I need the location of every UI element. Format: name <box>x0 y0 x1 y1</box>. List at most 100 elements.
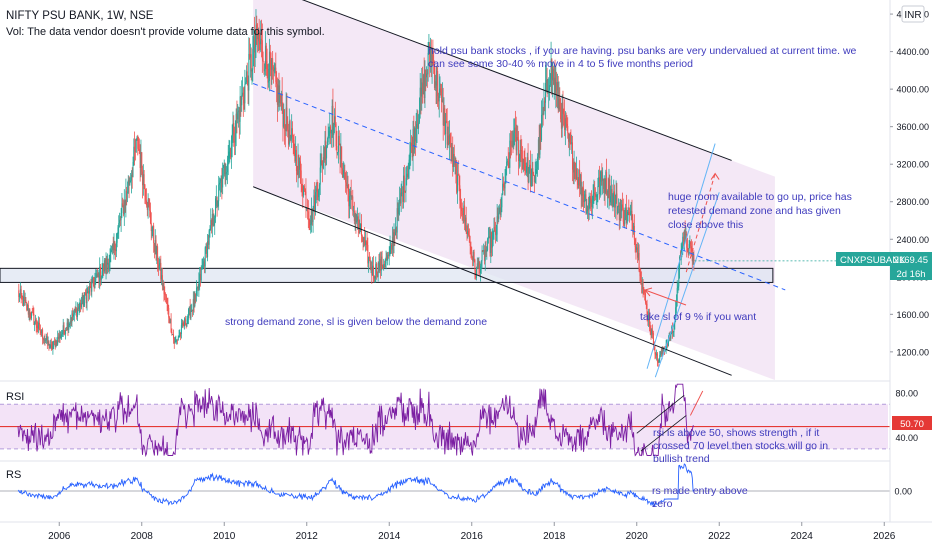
candle-body <box>652 333 654 345</box>
candle-body <box>422 82 424 95</box>
candle-body <box>461 211 463 214</box>
candle-body <box>293 139 295 154</box>
candle-body <box>539 125 541 155</box>
candle-body <box>588 203 590 211</box>
candle-body <box>229 147 231 152</box>
candle-body <box>626 214 628 223</box>
candle-body <box>521 151 523 159</box>
candle-body <box>331 105 333 131</box>
candle-body <box>319 167 321 185</box>
candle-body <box>437 96 439 102</box>
candle-body <box>166 302 168 304</box>
candle-body <box>653 344 655 351</box>
candle-body <box>365 240 367 243</box>
candle-body <box>100 276 102 281</box>
candle-body <box>80 303 82 308</box>
candle-body <box>196 287 198 288</box>
candle-body <box>59 334 61 339</box>
candle-body <box>584 194 586 200</box>
candle-body <box>689 242 691 245</box>
candle-body <box>276 81 278 84</box>
candle-body <box>607 191 609 199</box>
candle-body <box>511 140 513 147</box>
candle-body <box>123 200 125 215</box>
candle-body <box>427 52 429 75</box>
candle-body <box>598 177 600 194</box>
candle-body <box>406 173 408 178</box>
candle-body <box>255 24 257 47</box>
candle-body <box>596 194 598 197</box>
candle-body <box>22 296 24 306</box>
candle-body <box>88 290 90 294</box>
candle-body <box>142 171 144 186</box>
candle-body <box>252 49 254 70</box>
candle-body <box>523 158 525 163</box>
candle-body <box>138 148 140 154</box>
candle-body <box>612 194 614 206</box>
candle-body <box>526 157 528 166</box>
candle-body <box>688 244 690 255</box>
candle-body <box>316 188 318 192</box>
candle-body <box>643 289 645 290</box>
candle-body <box>483 250 485 252</box>
candle-body <box>228 151 230 159</box>
candle-body <box>627 212 629 215</box>
candle-body <box>611 189 613 206</box>
candle-body <box>184 318 186 327</box>
candle-body <box>426 73 428 78</box>
currency-badge[interactable] <box>901 5 925 23</box>
candle-body <box>390 245 392 246</box>
candle-body <box>280 95 282 104</box>
candle-body <box>138 148 140 150</box>
candle-body <box>567 126 569 134</box>
demand-zone-box <box>0 267 774 283</box>
candle-body <box>289 121 291 139</box>
candle-body <box>446 121 448 145</box>
candle-body <box>472 251 474 261</box>
candle-body <box>54 341 56 347</box>
candle-body <box>279 95 281 103</box>
candle-body <box>460 207 462 212</box>
price-tag[interactable] <box>836 252 932 266</box>
candle-body <box>254 46 256 53</box>
candle-body <box>40 331 42 333</box>
year-tick-label: 2018 <box>543 531 566 542</box>
candle-body <box>388 254 390 256</box>
candle-body <box>122 203 124 206</box>
candle-body <box>314 192 316 212</box>
candle-body <box>537 139 539 157</box>
candle-body <box>615 193 617 197</box>
candle-body <box>565 118 567 124</box>
year-tick-label: 2008 <box>131 531 154 542</box>
candle-body <box>42 338 44 340</box>
candle-body <box>682 236 684 246</box>
candle-body <box>157 246 159 265</box>
year-tick-label: 2026 <box>873 531 896 542</box>
candle-body <box>192 309 194 312</box>
candle-body <box>264 69 266 72</box>
candle-body <box>670 333 672 339</box>
candle-body <box>61 334 63 336</box>
rs-tick-label: 0.00 <box>894 487 912 497</box>
candle-body <box>681 245 683 252</box>
candle-body <box>121 203 123 213</box>
candle-body <box>335 124 337 147</box>
candle-body <box>345 182 347 186</box>
candle-body <box>429 44 431 63</box>
candle-body <box>262 58 264 62</box>
candle-body <box>149 205 151 211</box>
rsi-tick-label: 80.00 <box>895 389 918 399</box>
candle-body <box>391 237 393 250</box>
candle-body <box>445 120 447 135</box>
candle-body <box>692 254 694 262</box>
candle-body <box>341 146 343 169</box>
candle-body <box>188 306 190 309</box>
candle-body <box>115 242 117 252</box>
candle-body <box>175 340 177 342</box>
candle-body <box>396 208 398 233</box>
candle-body <box>74 309 76 312</box>
candle-body <box>208 230 210 245</box>
candle-body <box>456 170 458 193</box>
